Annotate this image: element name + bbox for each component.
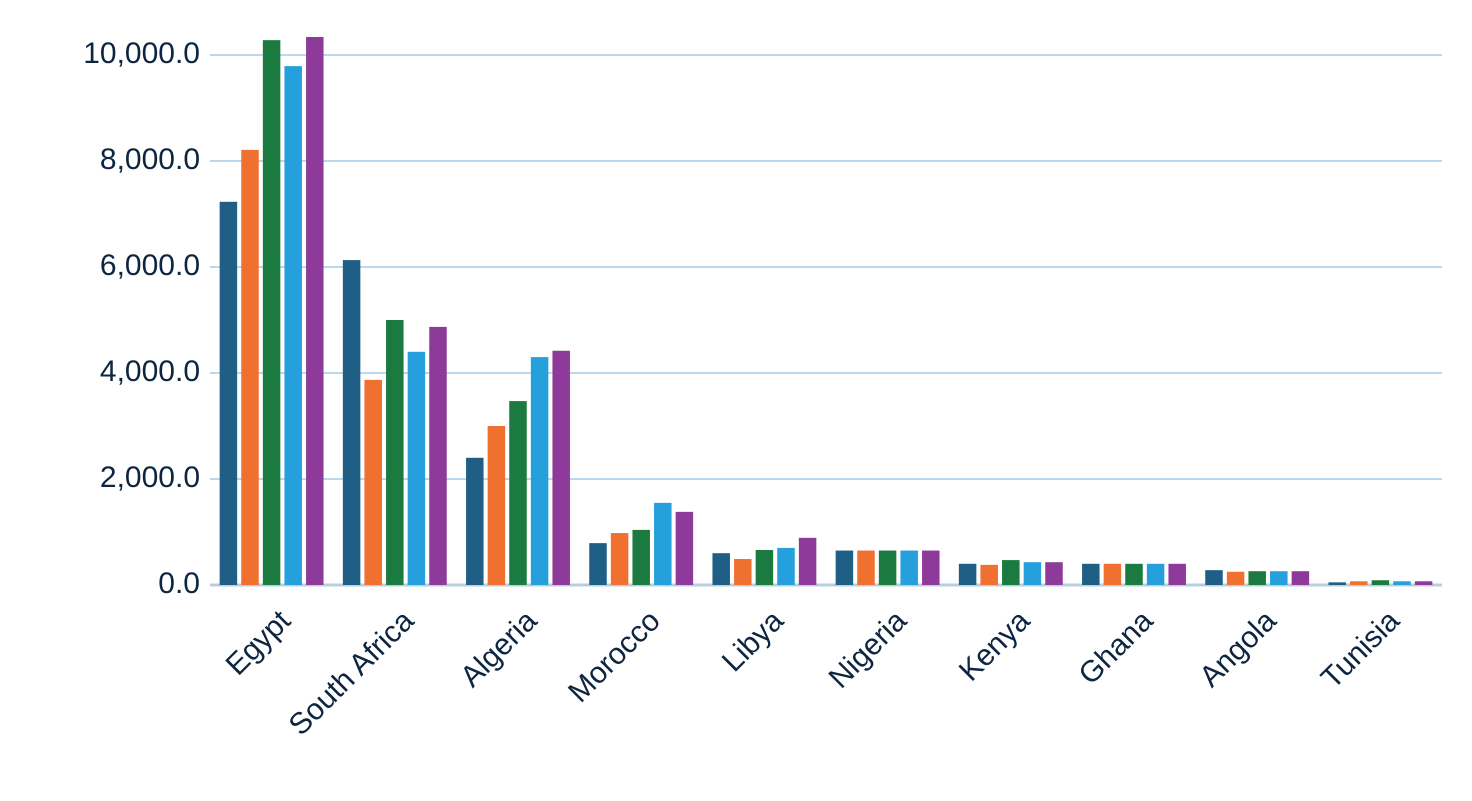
bar: [589, 543, 607, 585]
bar: [712, 553, 730, 585]
bar: [509, 401, 527, 585]
x-tick-label: Nigeria: [823, 604, 914, 695]
bar: [1045, 562, 1063, 585]
bar: [1270, 571, 1288, 585]
bar: [1248, 571, 1266, 585]
bar: [364, 379, 382, 585]
x-tick-label: Egypt: [220, 604, 298, 682]
bar: [1205, 570, 1223, 585]
bar: [466, 457, 484, 585]
bar: [632, 529, 650, 585]
bar: [407, 351, 426, 585]
y-tick-label: 4,000.0: [100, 355, 200, 388]
bar: [1082, 563, 1100, 585]
bar: [1291, 571, 1310, 585]
bar: [386, 320, 404, 585]
bar: [857, 550, 875, 585]
y-tick-label: 8,000.0: [100, 143, 200, 176]
bar: [734, 559, 752, 585]
bar: [1328, 582, 1346, 585]
y-tick-label: 0.0: [158, 567, 200, 600]
bar: [306, 36, 324, 586]
bar: [610, 533, 629, 585]
bar: [654, 502, 672, 585]
bar: [1023, 562, 1042, 585]
bar: [1168, 563, 1186, 585]
x-tick-label: Libya: [716, 604, 790, 678]
bar: [1414, 581, 1433, 585]
bar: [284, 66, 302, 585]
bar: [798, 537, 817, 585]
bar: [777, 547, 795, 585]
bar: [429, 326, 447, 585]
bar: [552, 350, 570, 585]
y-tick-label: 2,000.0: [100, 461, 200, 494]
bar: [1103, 563, 1122, 585]
bar: [1226, 571, 1245, 585]
bar: [342, 260, 361, 585]
bar: [219, 201, 238, 585]
bar: [1146, 563, 1165, 585]
x-tick-label: Morocco: [562, 604, 667, 709]
x-tick-label: Algeria: [454, 604, 544, 694]
y-tick-label: 6,000.0: [100, 249, 200, 282]
bar: [900, 550, 918, 585]
bar: [755, 550, 774, 585]
bar: [835, 550, 854, 585]
x-tick-label: Kenya: [953, 604, 1037, 688]
x-tick-label: South Africa: [283, 604, 421, 742]
bar: [1371, 580, 1390, 585]
x-tick-label: Ghana: [1073, 604, 1160, 691]
bar: [675, 511, 694, 585]
x-tick-label: Tunisia: [1315, 604, 1406, 695]
bar: [241, 149, 259, 585]
bar: [1350, 581, 1368, 585]
bar: [1002, 560, 1020, 585]
bar: [878, 550, 897, 585]
x-tick-label: Angola: [1193, 604, 1283, 694]
y-tick-label: 10,000.0: [83, 37, 200, 70]
bar: [922, 550, 940, 585]
bar: [487, 426, 506, 585]
bar: [1125, 563, 1143, 585]
bar: [1393, 581, 1411, 585]
bar: [262, 40, 281, 586]
bar: [980, 564, 998, 585]
bar: [958, 563, 977, 585]
bar: [530, 357, 549, 585]
